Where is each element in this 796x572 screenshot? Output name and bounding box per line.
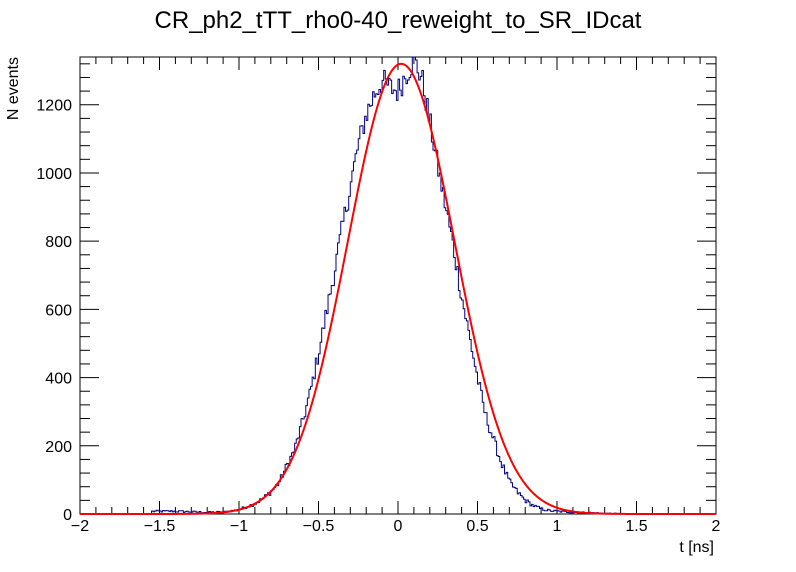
y-tick-label: 0: [63, 507, 72, 524]
x-tick-label: 0.5: [466, 518, 488, 535]
x-tick-label: 1.5: [625, 518, 647, 535]
y-tick-label: 200: [45, 439, 72, 456]
y-tick-label: 1000: [36, 166, 72, 183]
x-tick-label: 1: [553, 518, 562, 535]
y-axis-labels: 0 200 400 600 800 1000 1200: [36, 98, 72, 524]
chart-title: CR_ph2_tTT_rho0-40_reweight_to_SR_IDcat: [155, 7, 642, 34]
x-tick-label: −0.5: [303, 518, 335, 535]
x-tick-label: −1: [230, 518, 248, 535]
y-tick-label: 600: [45, 302, 72, 319]
x-tick-label: 0: [394, 518, 403, 535]
x-axis-labels: −2 −1.5 −1 −0.5 0 0.5 1 1.5 2: [71, 518, 721, 535]
y-axis-title: N events: [5, 57, 22, 120]
fit-curve-series: [80, 62, 716, 515]
y-axis-ticks: [80, 63, 716, 515]
y-tick-label: 1200: [36, 98, 72, 115]
y-tick-label: 800: [45, 234, 72, 251]
x-tick-label: −2: [71, 518, 89, 535]
x-tick-label: 2: [712, 518, 721, 535]
x-tick-label: −1.5: [144, 518, 176, 535]
x-axis-title: t [ns]: [679, 539, 714, 556]
y-tick-label: 400: [45, 371, 72, 388]
